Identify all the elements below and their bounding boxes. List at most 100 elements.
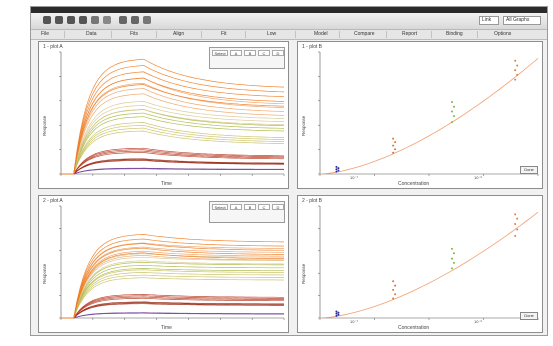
tab-file[interactable]: File [41,31,50,37]
data-point [450,257,453,260]
curve-d-button[interactable]: D [272,204,284,210]
sensorgram-curve [61,274,284,319]
tab-align[interactable]: Align [173,31,185,37]
curve-c-button[interactable]: C [258,50,270,56]
data-point [392,151,395,154]
sensorgram-curve [61,112,285,175]
sensorgram-curve [61,301,284,319]
sensorgram-curve [61,93,285,175]
curve-b-button[interactable]: B [244,50,256,56]
data-point [452,105,455,108]
sensorgram-curve [61,246,284,319]
data-point [516,64,519,67]
sensorgram-curve [61,294,284,319]
graph-select[interactable]: All Graphs [503,16,541,25]
tab-model[interactable]: Model [314,31,328,37]
tab-divider [386,31,387,38]
sensorgram-curve [61,261,284,319]
sensorgram-curve [61,254,285,319]
settings-icon[interactable] [103,16,111,24]
fit-curve [319,211,539,319]
binding-chart-top[interactable] [298,42,543,189]
data-point [335,170,338,173]
sensorgram-curve [61,152,284,175]
sensorgram-chart-top[interactable] [39,42,289,189]
zoom-icon[interactable] [131,16,139,24]
tab-fits[interactable]: Fits [130,31,139,37]
data-point [335,314,338,317]
tab-low[interactable]: Low [267,31,277,37]
curve-c-button[interactable]: C [258,204,270,210]
y-axis-label: Response [42,115,47,136]
data-point [514,69,517,72]
sensorgram-curve [61,65,285,175]
tab-options[interactable]: Options [494,31,512,37]
x-tick-label: 10⁻⁷ [350,319,359,324]
tab-binding[interactable]: Binding [446,31,463,37]
tab-divider [64,31,65,38]
tab-bar: File Data Fits Align Fit Low Model Compa… [31,30,547,40]
sensorgram-curve [61,303,284,319]
data-point [335,165,338,168]
tab-fit[interactable]: Fit [221,31,227,37]
x-axis-label: Concentration [398,181,430,187]
tab-data[interactable]: Data [86,31,97,37]
print-icon[interactable] [67,16,75,24]
data-point [514,234,517,237]
pen-icon[interactable] [119,16,127,24]
tab-compare[interactable]: Compare [354,31,375,37]
tab-divider [156,31,157,38]
select-button[interactable]: Select [212,50,228,56]
sensorgram-curve [61,149,284,175]
sensorgram-curve [61,256,284,319]
link-field[interactable]: Link [479,16,499,25]
data-point [337,169,340,172]
data-point [450,121,453,124]
sensorgram-curve [61,147,284,175]
sensorgram-curve [61,277,284,319]
open-icon[interactable] [43,16,51,24]
sensorgram-curve [61,127,285,175]
curve-b-button[interactable]: B [244,204,256,210]
curve-a-button[interactable]: A [230,204,242,210]
sensorgram-curve [61,82,285,175]
curve-a-button[interactable]: A [230,50,242,56]
tab-divider [339,31,340,38]
sensorgram-curve [61,269,285,319]
panel-title: 2 - plot B [302,198,323,204]
data-point [337,313,340,316]
cursor-icon[interactable] [143,16,151,24]
copy-icon[interactable] [79,16,87,24]
data-point [514,213,517,216]
done-button[interactable]: Done [520,312,538,320]
data-point [335,310,338,313]
panel-title: 2 - plot A [43,198,63,204]
sensorgram-chart-bottom[interactable] [39,196,289,333]
tab-divider [245,31,246,38]
data-point [514,59,517,62]
binding-chart-bottom[interactable] [298,196,543,333]
x-tick-label: 10⁻⁶ [474,175,483,180]
paste-icon[interactable] [91,16,99,24]
data-point [335,312,338,315]
panel-title: 1 - plot A [43,44,63,50]
data-point [450,101,453,104]
select-button[interactable]: Select [212,204,228,210]
tab-report[interactable]: Report [402,31,418,37]
fit-curve [319,58,539,175]
sensorgram-curve [61,260,285,319]
data-point [392,288,395,291]
curve-d-button[interactable]: D [272,50,284,56]
data-point [394,148,397,151]
sensorgram-curve [61,247,284,319]
sensorgram-curve [61,58,285,175]
y-axis-label: Response [42,263,47,284]
tab-divider [201,31,202,38]
y-axis-label: Response [301,115,306,136]
data-point [392,280,395,283]
done-button[interactable]: Done [520,166,538,174]
sensorgram-curve [61,264,284,319]
save-icon[interactable] [55,16,63,24]
sensorgram-curve [61,268,284,319]
sensorgram-panel-top: 1 - plot A Response Time Select A B C D [38,41,289,189]
